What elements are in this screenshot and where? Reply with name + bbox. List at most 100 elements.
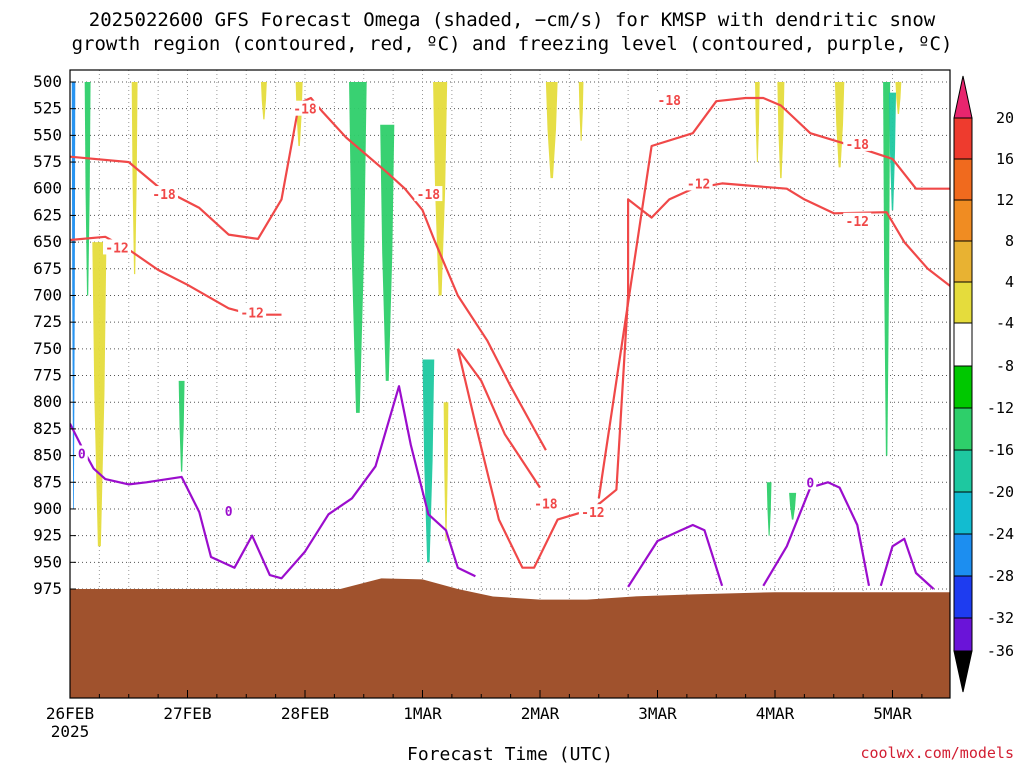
- colorbar-segment: [953, 199, 973, 242]
- colorbar-label: 16: [996, 150, 1014, 168]
- contour-lines: [70, 96, 950, 590]
- colorbar-label: 8: [1005, 232, 1014, 250]
- freezing-level-contour: [762, 481, 871, 587]
- omega-patch: [84, 82, 91, 296]
- colorbar-label: -24: [987, 525, 1014, 543]
- y-tick-label: 525: [33, 99, 62, 118]
- contour-label-bg: [414, 186, 443, 202]
- omega-patch: [888, 92, 897, 211]
- contour-label: -12: [581, 506, 604, 521]
- freezing-level-contour: [879, 537, 935, 590]
- colorbar-label: -8: [996, 357, 1014, 375]
- colorbar-label: -32: [987, 609, 1014, 627]
- contour-label-bg: [291, 100, 319, 116]
- colorbar-top-arrow: [953, 75, 973, 119]
- contour-label: -12: [105, 241, 128, 256]
- x-tick-label: 27FEB: [163, 704, 211, 723]
- contour-label-bg: [843, 135, 872, 151]
- colorbar-segment: [953, 491, 973, 535]
- credit-link[interactable]: coolwx.com/models: [860, 744, 1014, 762]
- terrain-fill: [70, 578, 950, 698]
- x-tick-label: 1MAR: [403, 704, 442, 723]
- omega-patch: [578, 82, 584, 141]
- contour-label: -12: [687, 177, 710, 192]
- colorbar-segment: [953, 533, 973, 577]
- freezing-level-contour: [70, 385, 476, 580]
- contour-label: 0: [78, 447, 86, 462]
- y-tick-label: 850: [33, 446, 62, 465]
- snow-growth-contour: [597, 96, 950, 499]
- omega-patch: [766, 482, 772, 536]
- snow-growth-contour: [456, 348, 541, 489]
- y-tick-label: 825: [33, 419, 62, 438]
- x-tick-sublabel: 2025: [51, 722, 90, 741]
- y-tick-label: 750: [33, 339, 62, 358]
- colorbar-label: -20: [987, 483, 1014, 501]
- colorbar-label: -28: [987, 567, 1014, 585]
- contour-label-bg: [75, 445, 88, 461]
- omega-patch: [895, 82, 902, 115]
- y-tick-label: 500: [33, 72, 62, 91]
- y-tick-label: 925: [33, 526, 62, 545]
- x-tick-label: 2MAR: [521, 704, 560, 723]
- chart-title: 2025022600 GFS Forecast Omega (shaded, −…: [0, 8, 1024, 56]
- colorbar-segment: [953, 240, 973, 283]
- y-tick-label: 775: [33, 366, 62, 385]
- contour-label-bg: [531, 495, 560, 511]
- y-tick-label: 875: [33, 472, 62, 491]
- y-tick-label: 725: [33, 312, 62, 331]
- contour-label: -12: [846, 215, 869, 230]
- colorbar-bottom-arrow: [953, 650, 973, 693]
- x-tick-label: 26FEB: [46, 704, 94, 723]
- y-tick-label: 675: [33, 259, 62, 278]
- omega-patch: [755, 82, 760, 163]
- y-tick-label: 650: [33, 232, 62, 251]
- contour-label-bg: [238, 304, 267, 320]
- colorbar-segment: [953, 449, 973, 493]
- title-line-1: 2025022600 GFS Forecast Omega (shaded, −…: [88, 9, 936, 31]
- omega-patch: [422, 359, 435, 563]
- contour-label: 0: [225, 505, 233, 520]
- freezing-level-contour: [627, 523, 724, 588]
- omega-patch: [545, 82, 558, 179]
- contour-labels: -18 -18 -18 -18 -18 -18 -12 -12 -12 -12 -12 0 0 0: [75, 92, 872, 521]
- omega-patch: [178, 380, 185, 472]
- colorbar-segment: [953, 365, 973, 409]
- contour-label: -18: [846, 138, 870, 153]
- colorbar: 20 16 12 8 4 -4 -8 -12 -16 -20 -24 -28 -32 -36: [953, 75, 1014, 693]
- x-tick-label: 3MAR: [638, 704, 677, 723]
- omega-patch: [834, 82, 845, 168]
- colorbar-label: -36: [987, 642, 1014, 660]
- colorbar-segment: [953, 407, 973, 451]
- colorbar-label: 4: [1005, 273, 1014, 291]
- colorbar-label: -4: [996, 314, 1014, 332]
- omega-patch: [260, 82, 267, 120]
- contour-label: -18: [152, 188, 176, 203]
- colorbar-label: -16: [987, 441, 1014, 459]
- omega-patch: [789, 492, 797, 520]
- colorbar-segment: [953, 617, 973, 652]
- contour-label: 0: [806, 476, 814, 491]
- terrain-area: [70, 578, 950, 698]
- contour-label: -18: [417, 188, 441, 203]
- contour-label: -18: [293, 103, 317, 118]
- contour-label: -18: [658, 94, 682, 109]
- y-tick-label: 625: [33, 205, 62, 224]
- contour-label-bg: [150, 186, 178, 202]
- contour-label-bg: [578, 504, 607, 520]
- x-tick-label: 5MAR: [873, 704, 912, 723]
- contour-label-bg: [222, 503, 235, 519]
- y-tick-label: 575: [33, 152, 62, 171]
- y-tick-label: 600: [33, 179, 62, 198]
- contour-label: -18: [534, 498, 558, 513]
- plot-frame: [69, 69, 951, 699]
- contour-label: -12: [240, 307, 263, 322]
- colorbar-segment: [953, 158, 973, 201]
- contour-label-bg: [103, 239, 131, 255]
- contour-label-bg: [804, 474, 817, 490]
- contour-label-bg: [843, 212, 872, 228]
- x-tick-label: 4MAR: [756, 704, 795, 723]
- colorbar-segment: [953, 281, 973, 324]
